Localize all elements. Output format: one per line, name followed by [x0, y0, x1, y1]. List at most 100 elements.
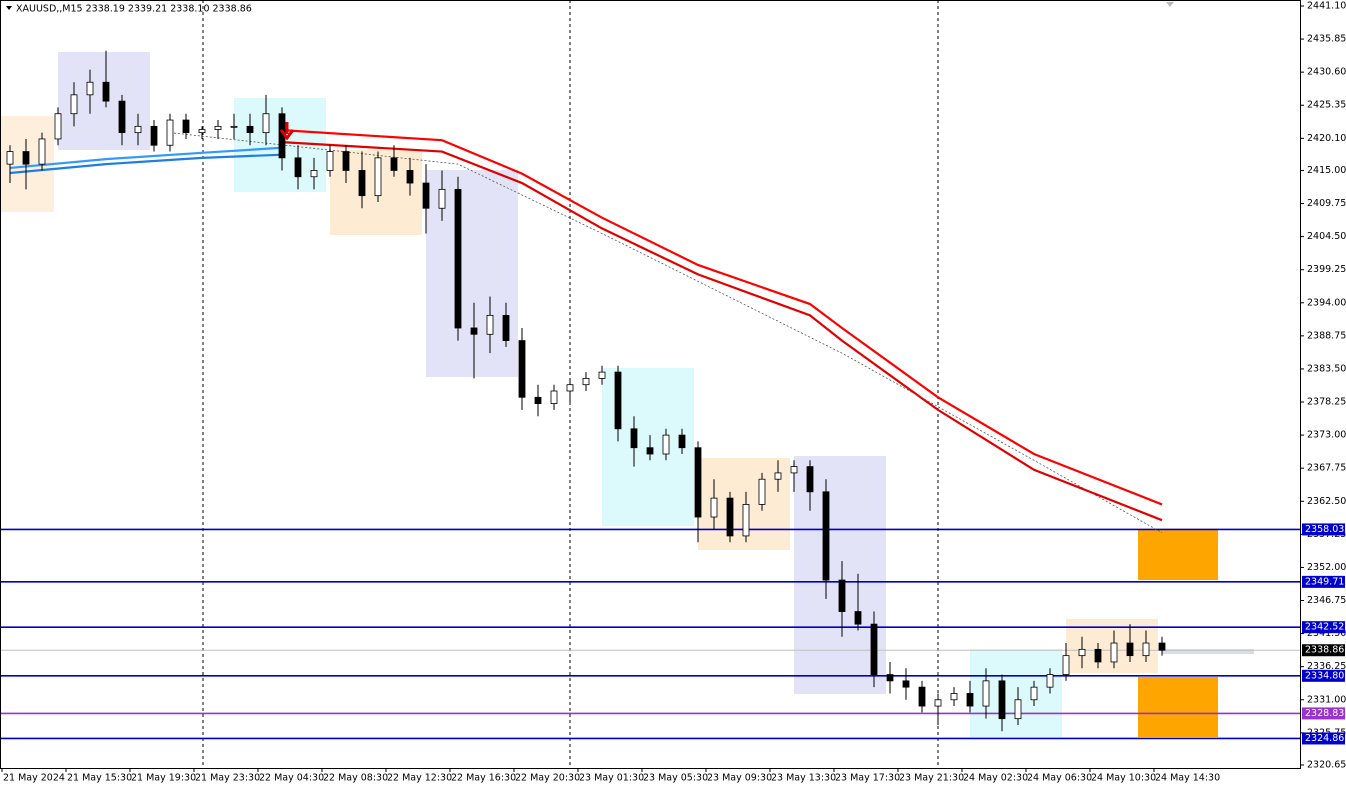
- x-tick-label: 24 May 14:30: [1155, 773, 1220, 784]
- candle-body: [1078, 648, 1086, 657]
- level-label-box: [1302, 575, 1345, 588]
- y-tick-label: 2383.50: [1307, 363, 1346, 374]
- plot-frame: [0, 0, 1301, 769]
- x-tick-label: 22 May 04:30: [259, 773, 324, 784]
- candle-body: [998, 680, 1006, 720]
- candle-body: [806, 466, 814, 493]
- candle-body: [918, 686, 926, 707]
- y-tick-label: 2404.50: [1307, 231, 1346, 242]
- candle-body: [726, 497, 734, 537]
- y-tick-label: 2362.50: [1307, 496, 1346, 507]
- y-tick-label: 2367.75: [1307, 463, 1346, 474]
- level-label-box: [1302, 621, 1345, 634]
- y-tick-label: 2409.75: [1307, 198, 1346, 209]
- x-tick-label: 21 May 2024: [3, 773, 65, 784]
- candle-body: [374, 157, 382, 197]
- x-tick-label: 21 May 19:30: [131, 773, 196, 784]
- y-tick-label: 2352.00: [1307, 562, 1346, 573]
- x-tick-label: 23 May 01:30: [579, 773, 644, 784]
- candle-body: [390, 157, 398, 171]
- level-label: 2349.71: [1305, 576, 1344, 587]
- y-tick-label: 2441.10: [1307, 0, 1346, 11]
- x-tick-label: 24 May 10:30: [1091, 773, 1156, 784]
- range-box: [1162, 649, 1254, 654]
- candle-body: [758, 478, 766, 505]
- y-tick-label: 2394.00: [1307, 297, 1346, 308]
- moving-average: [9, 153, 283, 175]
- level-label: 2328.83: [1305, 708, 1344, 719]
- candle-body: [326, 151, 334, 171]
- y-tick-label: 2399.25: [1307, 264, 1346, 275]
- candle-body: [1110, 642, 1118, 663]
- level-label-box: [1302, 644, 1345, 657]
- y-tick-label: 2388.75: [1307, 330, 1346, 341]
- candle-body: [1126, 642, 1134, 657]
- level-label-box: [1302, 707, 1345, 720]
- plot: [0, 50, 1300, 740]
- candle-body: [166, 119, 174, 146]
- candle-body: [982, 680, 990, 707]
- x-tick-label: 22 May 20:30: [515, 773, 580, 784]
- y-tick-label: 2378.25: [1307, 397, 1346, 408]
- level-label-box: [1302, 669, 1345, 682]
- candle-body: [1094, 648, 1102, 663]
- candle-body: [1062, 655, 1070, 675]
- candle-body: [646, 447, 654, 455]
- candle-body: [454, 188, 462, 329]
- candle-body: [486, 314, 494, 335]
- y-tick-label: 2331.00: [1307, 694, 1346, 705]
- candle-body: [950, 693, 958, 701]
- candle-body: [70, 94, 78, 115]
- level-label: 2324.86: [1305, 733, 1344, 744]
- candle-body: [598, 371, 606, 379]
- candle-body: [150, 125, 158, 146]
- x-tick-label: 22 May 16:30: [451, 773, 516, 784]
- candle-body: [1158, 642, 1166, 651]
- candle-body: [1142, 642, 1150, 657]
- candle-body: [38, 138, 46, 165]
- y-tick-label: 2373.00: [1307, 430, 1346, 441]
- y-tick-label: 2425.35: [1307, 100, 1346, 111]
- candle-body: [662, 434, 670, 455]
- x-tick-label: 22 May 12:30: [387, 773, 452, 784]
- candle-body: [182, 119, 190, 134]
- candle-body: [54, 113, 62, 140]
- y-tick-label: 2320.65: [1307, 759, 1346, 770]
- y-tick-label: 2415.00: [1307, 165, 1346, 176]
- y-tick-label: 2346.75: [1307, 595, 1346, 606]
- candle-body: [214, 125, 222, 130]
- candle-body: [790, 466, 798, 474]
- candle-body: [198, 129, 206, 134]
- candle-body: [886, 674, 894, 682]
- x-tick-label: 22 May 08:30: [323, 773, 388, 784]
- candle-body: [630, 428, 638, 449]
- moving-average: [281, 140, 1163, 522]
- candle-body: [22, 151, 30, 165]
- y-tick-label: 2430.60: [1307, 67, 1346, 78]
- level-label-box: [1302, 732, 1345, 745]
- candle-body: [934, 699, 942, 707]
- candle-body: [1014, 699, 1022, 720]
- candle-body: [422, 182, 430, 209]
- candle-body: [102, 81, 110, 102]
- candle-body: [502, 314, 510, 341]
- candle-body: [710, 497, 718, 518]
- candle-body: [470, 327, 478, 335]
- candle-body: [614, 371, 622, 430]
- candle-body: [902, 680, 910, 688]
- candle-body: [566, 384, 574, 392]
- candle-body: [358, 170, 366, 197]
- candle-body: [870, 623, 878, 675]
- candle-body: [1030, 686, 1038, 701]
- candle-body: [966, 693, 974, 707]
- candle-body: [406, 170, 414, 184]
- x-tick-label: 21 May 15:30: [67, 773, 132, 784]
- x-tick-label: 23 May 13:30: [771, 773, 836, 784]
- level-label: 2342.52: [1305, 622, 1344, 633]
- level-label: 2334.80: [1305, 670, 1344, 681]
- candle-body: [678, 434, 686, 449]
- candle-body: [774, 472, 782, 480]
- x-tick-label: 23 May 09:30: [707, 773, 772, 784]
